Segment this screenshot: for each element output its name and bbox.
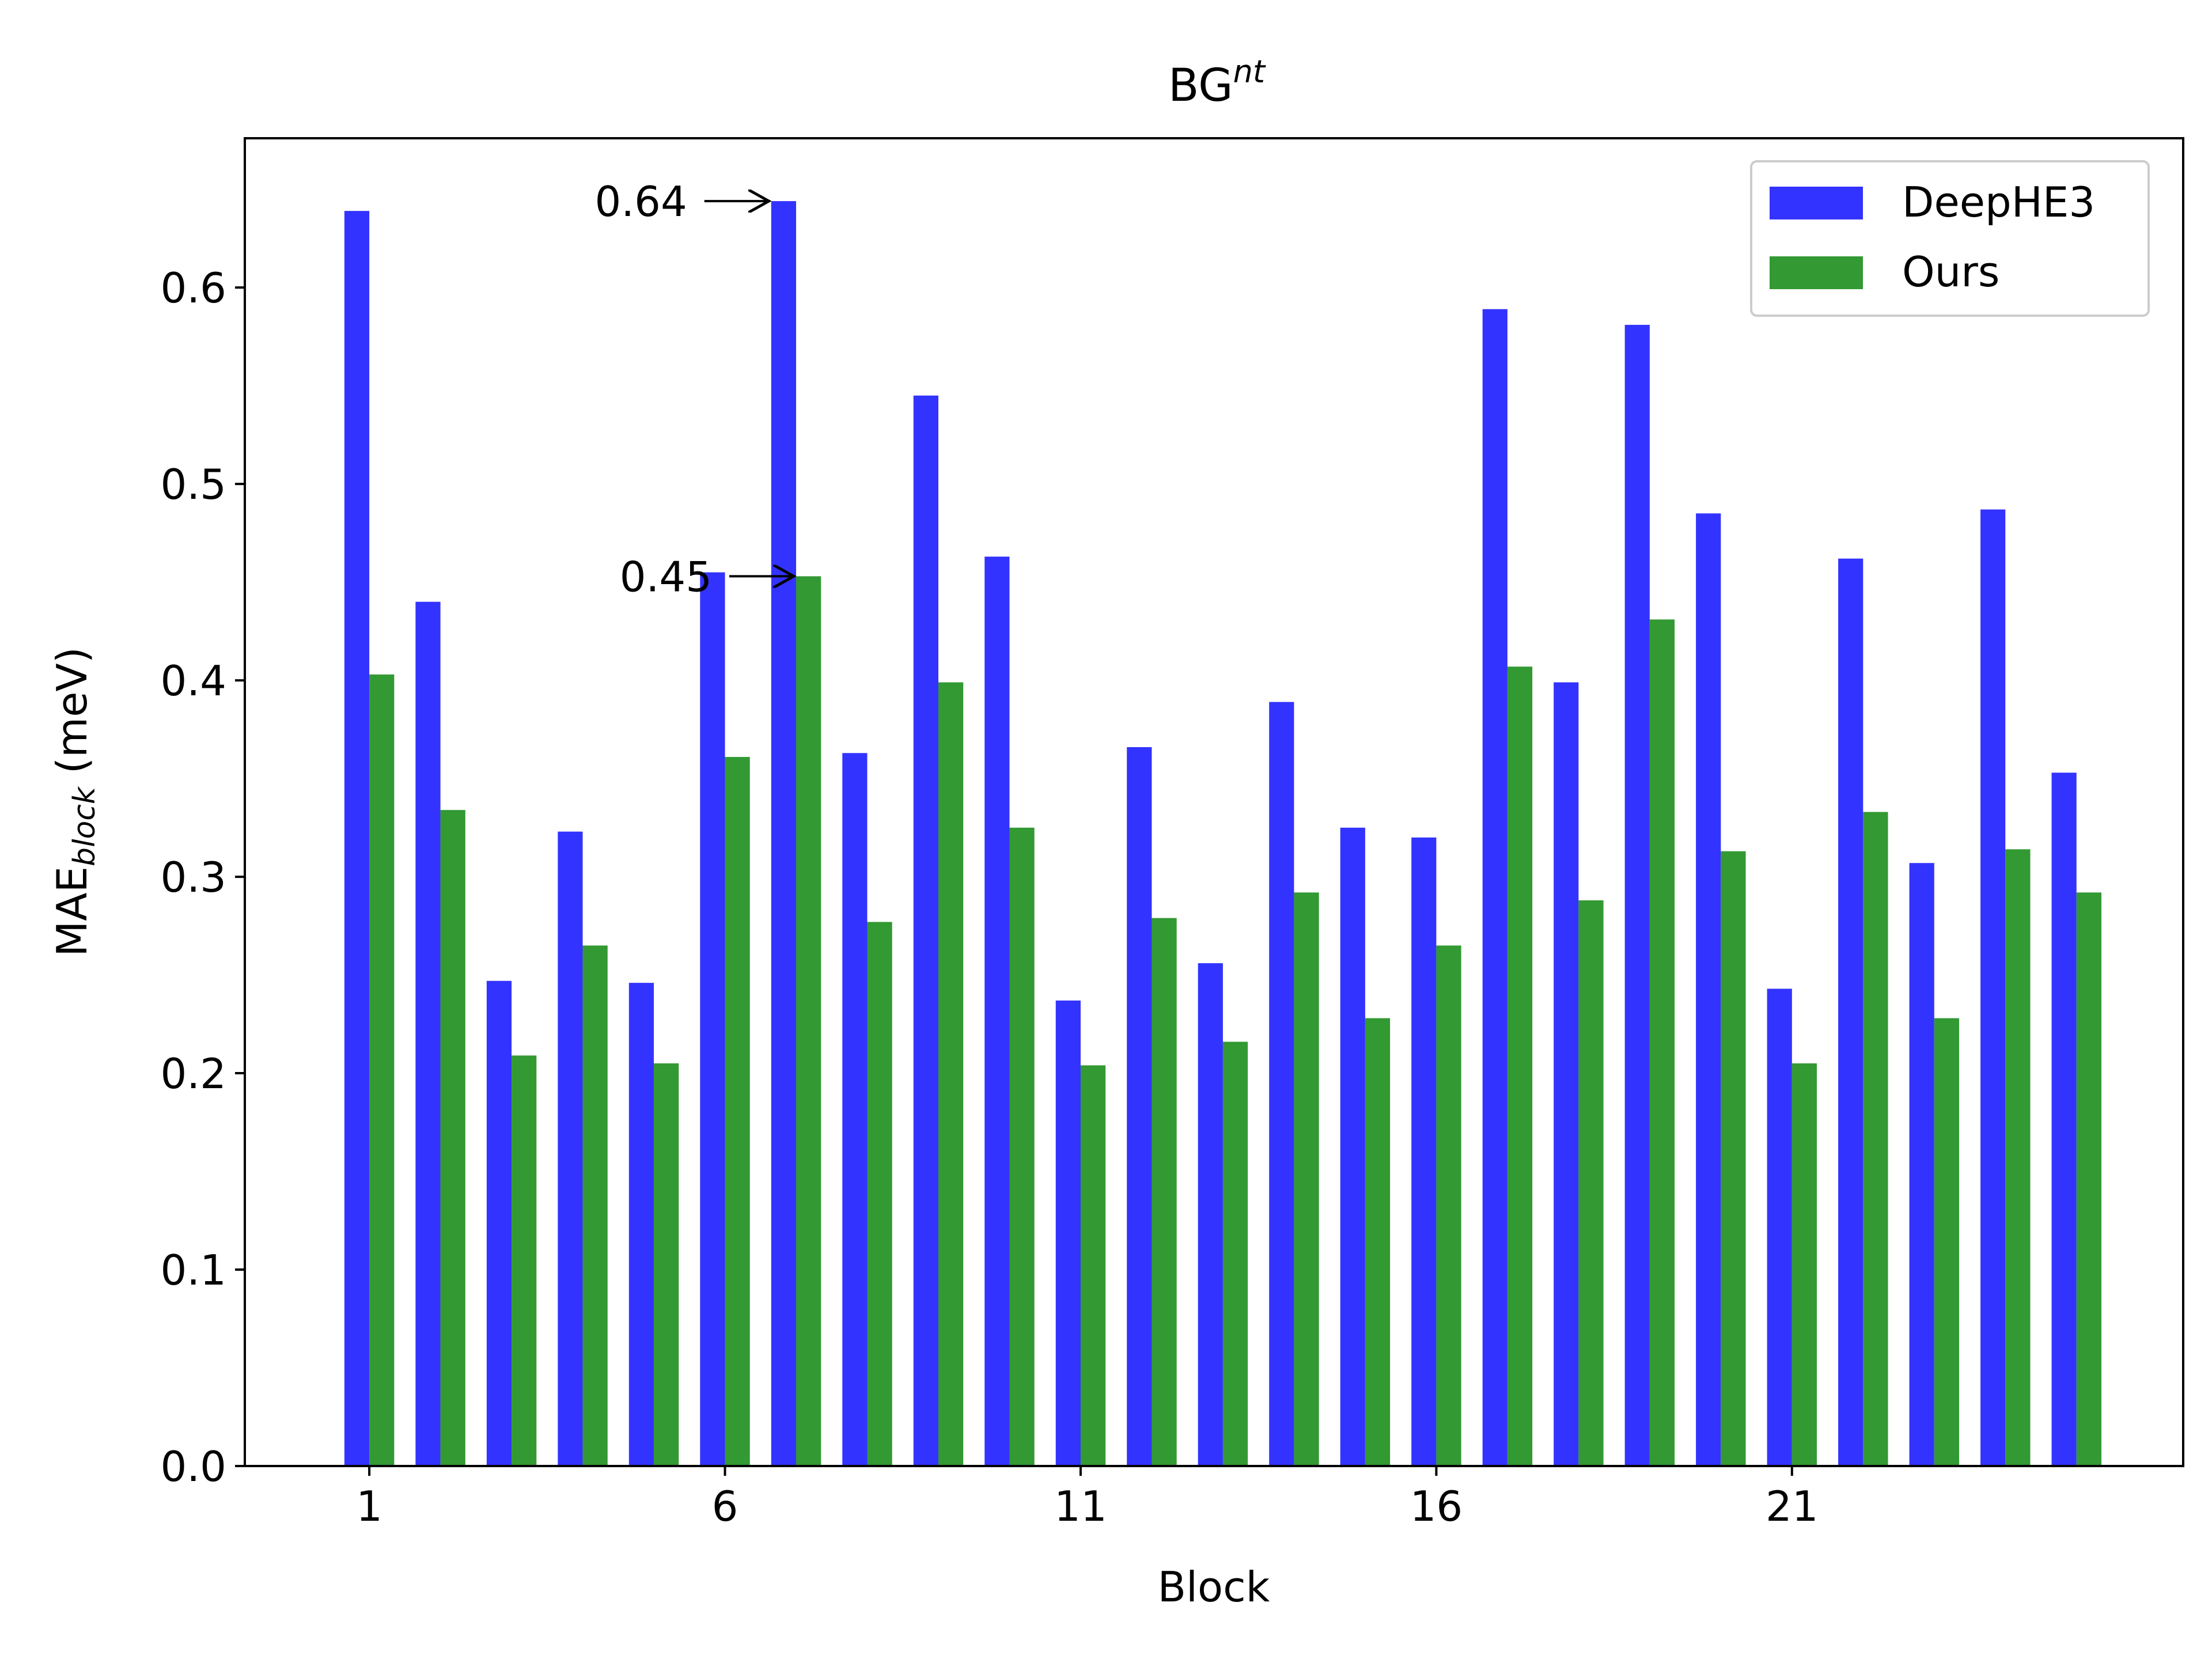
x-tick-label: 21: [1766, 1482, 1819, 1531]
bar-ours-block-14: [1294, 892, 1319, 1466]
bar-deephe3-block-13: [1198, 963, 1223, 1466]
chart-title-superscript: nt: [1233, 54, 1266, 90]
bar-deephe3-block-12: [1127, 747, 1152, 1466]
bar-deephe3-block-18: [1554, 682, 1579, 1466]
bar-deephe3-block-2: [415, 601, 441, 1466]
bar-deephe3-block-4: [558, 831, 583, 1466]
bar-deephe3-block-3: [486, 980, 512, 1466]
bar-ours-block-1: [369, 674, 395, 1466]
bar-ours-block-7: [796, 576, 821, 1466]
y-tick-label: 0.5: [160, 460, 226, 509]
bar-deephe3-block-8: [842, 753, 868, 1466]
bar-deephe3-block-24: [1980, 509, 2006, 1466]
y-tick-label: 0.0: [160, 1442, 226, 1491]
x-tick-label: 16: [1410, 1482, 1463, 1531]
legend: DeepHE3 Ours: [1750, 160, 2150, 317]
bar-ours-block-17: [1507, 666, 1533, 1466]
bar-deephe3-block-17: [1482, 309, 1508, 1466]
bar-deephe3-block-9: [913, 395, 938, 1467]
legend-swatch-deephe3: [1770, 187, 1863, 219]
annotation-label: 0.45: [620, 552, 712, 601]
y-axis-label-unit: (meV): [48, 647, 96, 787]
x-tick-label: 6: [712, 1482, 738, 1531]
chart-title-main: BG: [1168, 60, 1233, 112]
bar-ours-block-9: [938, 682, 964, 1466]
bar-deephe3-block-16: [1411, 837, 1437, 1466]
y-tick-label: 0.2: [160, 1050, 226, 1098]
bar-deephe3-block-5: [628, 983, 654, 1466]
bar-ours-block-23: [1934, 1018, 1960, 1466]
bar-deephe3-block-7: [771, 201, 797, 1467]
y-tick-label: 0.6: [160, 264, 226, 312]
bar-ours-block-20: [1721, 851, 1746, 1466]
bar-ours-block-11: [1080, 1065, 1106, 1466]
x-tick-label: 11: [1054, 1482, 1107, 1531]
bar-ours-block-3: [512, 1055, 537, 1466]
bar-ours-block-18: [1578, 900, 1604, 1466]
legend-label-ours: Ours: [1902, 248, 1999, 296]
annotation-label: 0.64: [594, 177, 687, 226]
bar-ours-block-24: [2005, 849, 2031, 1466]
bar-ours-block-13: [1222, 1041, 1248, 1466]
legend-label-deephe3: DeepHE3: [1902, 178, 2095, 226]
y-tick-label: 0.1: [160, 1246, 226, 1294]
bar-deephe3-block-21: [1767, 988, 1792, 1466]
y-tick-label: 0.3: [160, 853, 226, 902]
bar-deephe3-block-20: [1696, 513, 1721, 1466]
bar-ours-block-12: [1152, 918, 1177, 1466]
y-axis-label-subscript: block: [67, 786, 102, 866]
bar-ours-block-5: [654, 1063, 679, 1466]
y-axis-label-main: MAE: [48, 866, 96, 957]
bar-ours-block-16: [1436, 945, 1461, 1466]
legend-swatch-ours: [1770, 256, 1863, 289]
bar-deephe3-block-6: [700, 572, 725, 1467]
x-tick-label: 1: [356, 1482, 382, 1531]
x-axis-label: Block: [1158, 1563, 1270, 1611]
bar-ours-block-15: [1365, 1018, 1391, 1466]
bar-deephe3-block-14: [1269, 702, 1294, 1466]
bar-deephe3-block-19: [1624, 324, 1650, 1466]
y-axis: 0.0 0.1 0.2 0.3 0.4 0.5 0.6: [160, 264, 245, 1491]
y-axis-label: MAEblock (meV): [48, 647, 102, 957]
bar-ours-block-4: [582, 945, 608, 1466]
bar-deephe3-block-23: [1909, 863, 1934, 1466]
bar-ours-block-6: [725, 757, 750, 1466]
plot-frame: [244, 137, 2184, 1467]
bar-ours-block-21: [1791, 1063, 1817, 1466]
bar-ours-block-10: [1009, 827, 1035, 1466]
bar-ours-block-19: [1649, 619, 1675, 1466]
chart-title: BGnt: [1168, 54, 1266, 112]
annotations-group: 0.64 0.45: [594, 177, 794, 601]
bar-deephe3-block-10: [984, 556, 1010, 1467]
bars-group: [344, 201, 2101, 1467]
bar-ours-block-2: [440, 810, 465, 1466]
bar-ours-block-25: [2076, 892, 2101, 1466]
x-axis: 1 6 11 16 21: [356, 1466, 1819, 1531]
bar-deephe3-block-11: [1055, 1000, 1081, 1466]
bar-deephe3-block-25: [2051, 772, 2077, 1466]
bar-deephe3-block-15: [1340, 827, 1365, 1466]
bar-ours-block-22: [1863, 812, 1888, 1466]
y-tick-label: 0.4: [160, 657, 226, 705]
bar-deephe3-block-1: [344, 211, 370, 1467]
bar-ours-block-8: [867, 922, 892, 1466]
bar-deephe3-block-22: [1838, 558, 1863, 1466]
